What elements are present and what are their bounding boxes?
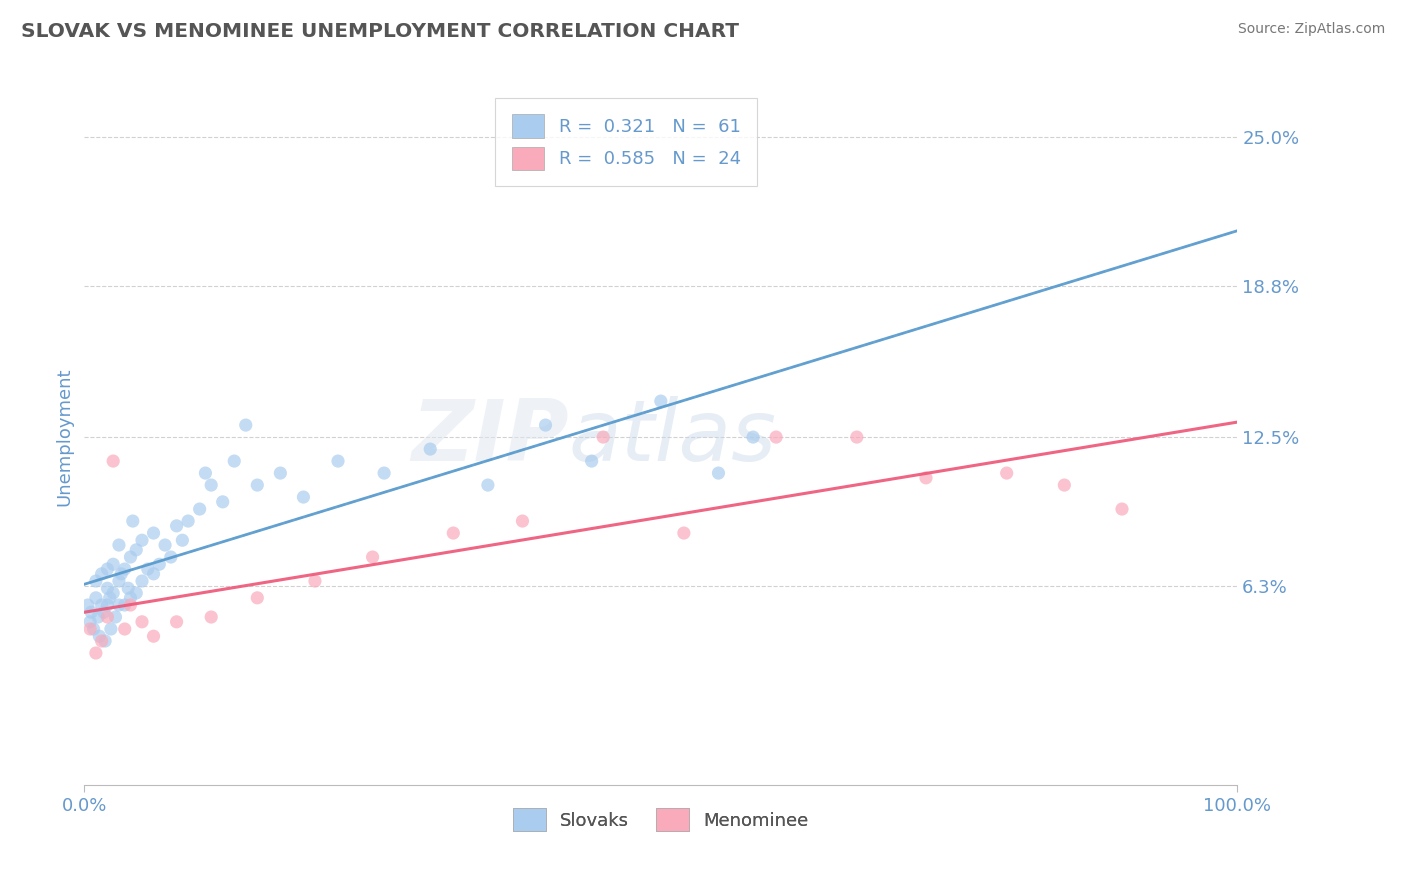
Point [742,430,765,444]
Point [120,598,142,612]
Point [172,533,194,548]
Point [89,629,111,643]
Point [96,598,118,612]
Point [131,533,153,548]
Point [84,574,107,588]
Point [1111,502,1133,516]
Text: atlas: atlas [568,395,776,479]
Point [148,558,170,572]
Point [142,526,165,541]
Point [1053,478,1076,492]
Point [79,622,101,636]
Point [441,526,464,541]
Point [96,610,118,624]
Point [87,610,110,624]
Text: SLOVAK VS MENOMINEE UNEMPLOYMENT CORRELATION CHART: SLOVAK VS MENOMINEE UNEMPLOYMENT CORRELA… [21,22,740,41]
Point [103,586,124,600]
Text: Source: ZipAtlas.com: Source: ZipAtlas.com [1237,22,1385,37]
Point [211,495,233,509]
Point [304,574,326,588]
Point [76,598,98,612]
Legend: Slovaks, Menominee: Slovaks, Menominee [506,801,815,838]
Point [235,418,257,433]
Point [188,502,211,516]
Point [131,615,153,629]
Point [90,634,112,648]
Point [373,466,395,480]
Point [592,430,614,444]
Point [200,478,222,492]
Point [136,562,159,576]
Point [96,562,118,576]
Point [765,430,787,444]
Point [419,442,441,456]
Point [200,610,222,624]
Point [103,454,124,468]
Text: ZIP: ZIP [411,395,568,479]
Point [90,566,112,581]
Point [80,605,103,619]
Point [477,478,499,492]
Point [84,646,107,660]
Point [114,622,136,636]
Point [269,466,291,480]
Point [845,430,868,444]
Point [108,538,131,552]
Point [246,478,269,492]
Point [100,622,122,636]
Point [512,514,534,528]
Point [125,586,148,600]
Point [83,622,105,636]
Point [707,466,730,480]
Point [160,549,183,564]
Point [292,490,315,504]
Point [326,454,349,468]
Point [672,526,695,541]
Point [96,581,118,595]
Point [131,574,153,588]
Point [117,581,139,595]
Point [108,574,131,588]
Point [120,549,142,564]
Point [166,615,188,629]
Point [90,598,112,612]
Point [94,634,117,648]
Point [534,418,557,433]
Point [79,615,101,629]
Point [125,542,148,557]
Point [224,454,246,468]
Point [361,549,384,564]
Point [153,538,176,552]
Point [650,394,672,409]
Point [194,466,217,480]
Point [114,562,136,576]
Point [915,471,938,485]
Point [995,466,1018,480]
Point [114,598,136,612]
Y-axis label: Unemployment: Unemployment [55,368,73,507]
Point [110,566,132,581]
Point [84,591,107,605]
Point [93,605,115,619]
Point [142,629,165,643]
Point [98,591,121,605]
Point [166,519,188,533]
Point [581,454,603,468]
Point [120,591,142,605]
Point [103,558,124,572]
Point [104,610,127,624]
Point [177,514,200,528]
Point [142,566,165,581]
Point [108,598,131,612]
Point [246,591,269,605]
Point [121,514,143,528]
